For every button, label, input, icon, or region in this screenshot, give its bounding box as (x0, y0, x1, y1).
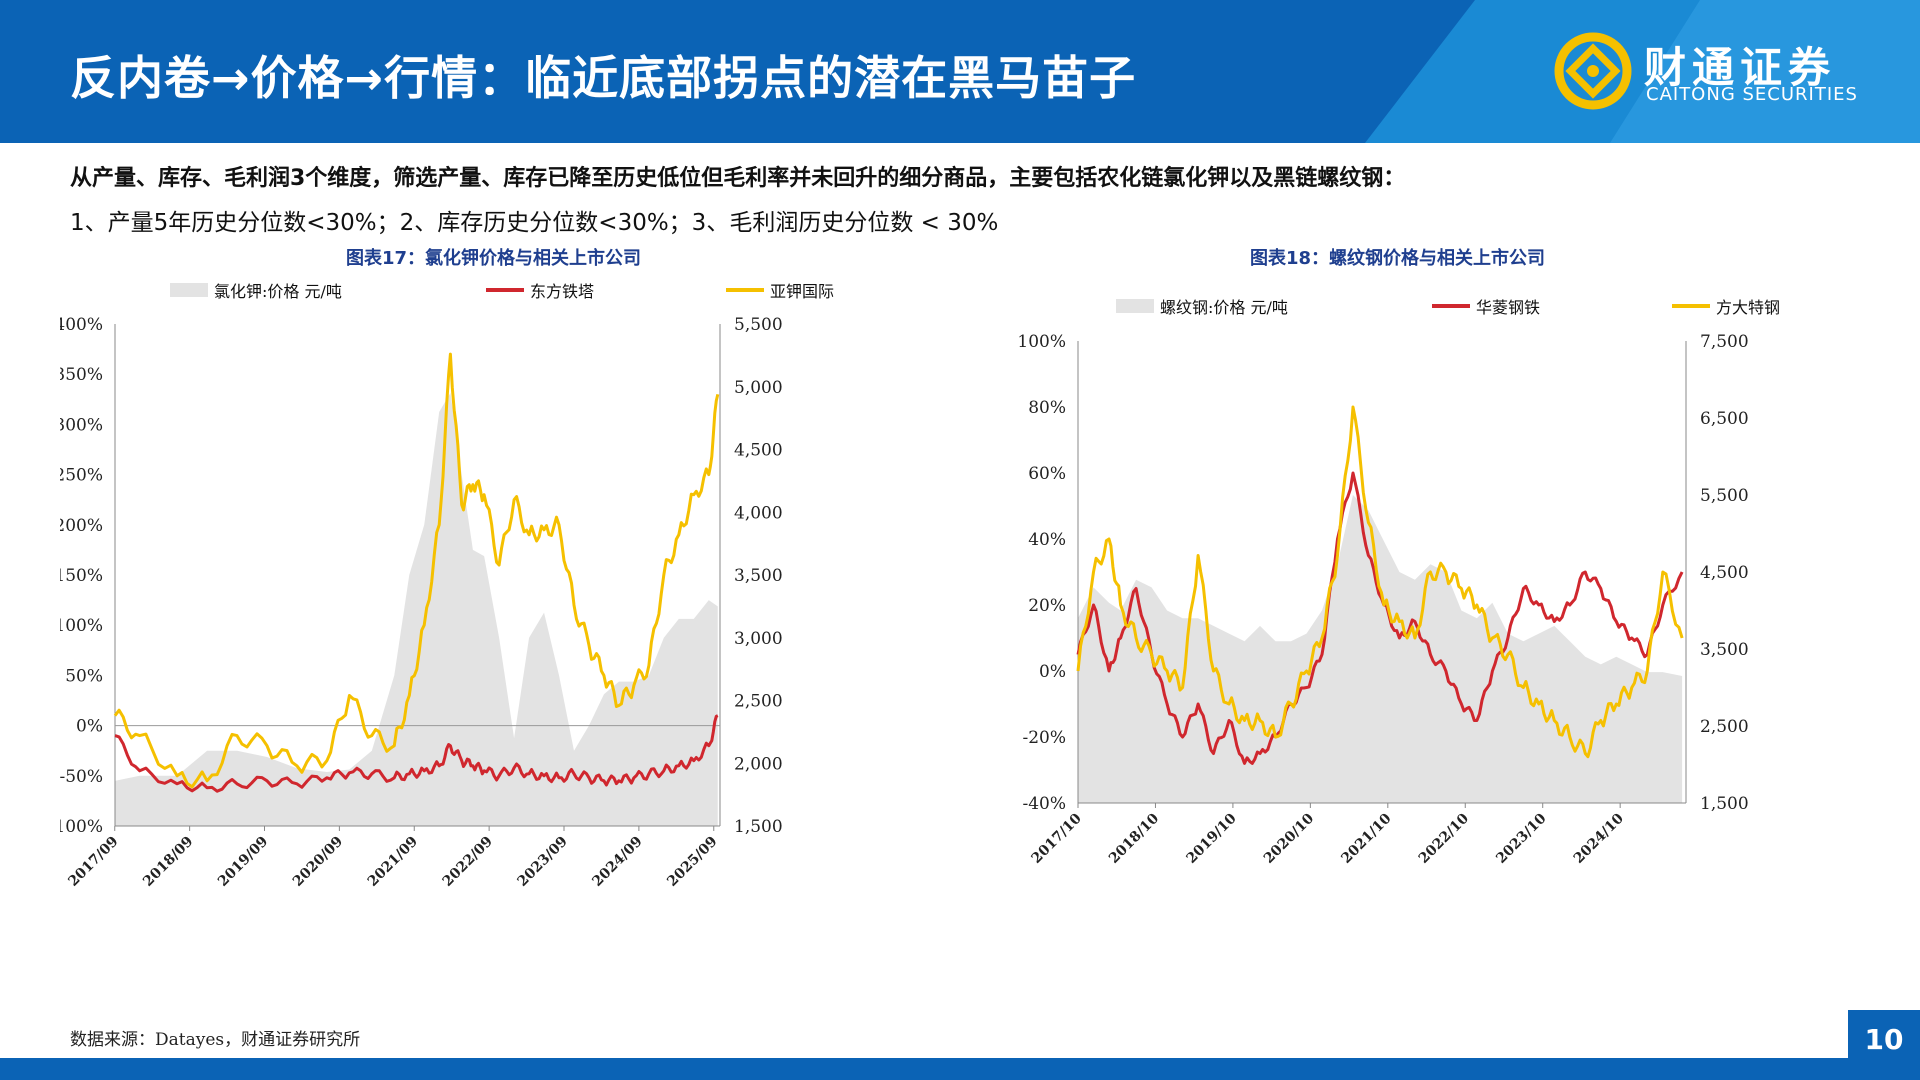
chart17-x-tick-label: 2021/09 (365, 834, 421, 890)
chart18-right-tick-label: 2,500 (1700, 717, 1749, 737)
chart17-x-tick-label: 2024/09 (589, 834, 645, 890)
chart17-left-tick-label: 400% (60, 315, 103, 335)
chart17-x-tick-label: 2020/09 (290, 834, 346, 890)
chart17-x-tick-label: 2025/09 (664, 834, 720, 890)
chart18-x-tick-label: 2020/10 (1261, 810, 1317, 866)
legend-gold-swatch (1672, 304, 1710, 308)
page-number: 10 (1848, 1010, 1920, 1058)
company-logo: 财通证券 CAITONG SECURITIES (1552, 28, 1892, 118)
chart17-x-tick-label: 2017/09 (65, 834, 121, 890)
chart18-gold-series-line (1076, 405, 1684, 759)
chart17-legend-label-1: 东方铁塔 (530, 282, 595, 301)
footer-bar (0, 1058, 1920, 1080)
chart18-left-tick-label: 20% (1028, 596, 1066, 616)
chart18-right-tick-label: 4,500 (1700, 563, 1749, 583)
chart17-x-tick-label: 2023/09 (515, 834, 571, 890)
chart17-right-tick-label: 3,500 (734, 566, 783, 586)
chart17-x-tick-label: 2019/09 (215, 834, 271, 890)
chart17-title: 图表17：氯化钾价格与相关上市公司 (346, 248, 642, 269)
chart18-x-tick-label: 2017/10 (1029, 810, 1085, 866)
chart18-x-tick-label: 2023/10 (1493, 810, 1549, 866)
chart17-right-tick-label: 2,500 (734, 692, 783, 712)
chart17-gold-series-line (113, 352, 720, 789)
chart18-x-tick-label: 2021/10 (1338, 810, 1394, 866)
legend-red-swatch (1432, 304, 1470, 308)
chart18-title: 图表18：螺纹钢价格与相关上市公司 (1250, 248, 1546, 269)
chart17-right-tick-label: 1,500 (734, 817, 783, 837)
chart17-legend-label-2: 亚钾国际 (770, 282, 835, 301)
chart17-right-tick-label: 3,000 (734, 629, 783, 649)
chart18-legend-red: 华菱钢铁 (1432, 294, 1540, 318)
chart18-legend-label-2: 方大特钢 (1716, 298, 1781, 317)
header-background-shape (1365, 0, 1920, 143)
chart18-left-tick-label: 60% (1028, 464, 1066, 484)
chart18-legend-label-0: 螺纹钢:价格 元/吨 (1160, 298, 1288, 317)
legend-area-swatch (1116, 299, 1154, 313)
page-title: 反内卷→价格→行情：临近底部拐点的潜在黑马苗子 (70, 51, 1137, 105)
logo-english-name: CAITONG SECURITIES (1646, 84, 1858, 105)
chart18-legend: 螺纹钢:价格 元/吨 华菱钢铁 方大特钢 (1116, 294, 1836, 318)
chart18-left-tick-label: -20% (1022, 728, 1066, 748)
logo-mark-icon (1554, 32, 1632, 110)
chart17-legend-gold: 亚钾国际 (726, 278, 834, 302)
chart18-legend-area: 螺纹钢:价格 元/吨 (1116, 294, 1288, 318)
chart17-legend-label-0: 氯化钾:价格 元/吨 (214, 282, 342, 301)
chart18-legend-gold: 方大特钢 (1672, 294, 1780, 318)
chart17-right-tick-label: 5,500 (734, 315, 783, 335)
chart18-left-tick-label: -40% (1022, 794, 1066, 814)
chart18-left-tick-label: 40% (1028, 530, 1066, 550)
chart17-left-tick-label: 0% (76, 717, 103, 737)
chart18-x-tick-label: 2018/10 (1106, 810, 1162, 866)
chart18-right-tick-label: 1,500 (1700, 794, 1749, 814)
chart17-left-tick-label: -50% (60, 767, 103, 787)
chart18-right-tick-label: 7,500 (1700, 332, 1749, 352)
logo-chinese-name: 财通证券 (1644, 43, 1837, 92)
chart18-x-tick-label: 2019/10 (1183, 810, 1239, 866)
chart17-right-tick-label: 4,000 (734, 503, 783, 523)
chart18-legend-label-1: 华菱钢铁 (1476, 298, 1541, 317)
chart17-legend-area: 氯化钾:价格 元/吨 (170, 278, 342, 302)
chart17-left-tick-label: 350% (60, 365, 103, 385)
intro-text-line-2: 1、产量5年历史分位数<30%；2、库存历史分位数<30%；3、毛利润历史分位数… (70, 210, 999, 236)
chart18-x-tick-label: 2022/10 (1416, 810, 1472, 866)
chart17-left-tick-label: 100% (60, 616, 103, 636)
chart17-left-tick-label: 50% (65, 666, 103, 686)
chart18-right-tick-label: 3,500 (1700, 640, 1749, 660)
chart17-right-tick-label: 5,000 (734, 378, 783, 398)
chart17-red-series-line (114, 714, 719, 793)
legend-red-swatch (486, 288, 524, 292)
chart17-left-tick-label: -100% (60, 817, 103, 837)
chart17-left-tick-label: 300% (60, 415, 103, 435)
chart18-right-tick-label: 6,500 (1700, 409, 1749, 429)
chart17-right-tick-label: 4,500 (734, 441, 783, 461)
chart17-plot: 400% 350% 300% 250% 200% 150% 100% 50% 0% -50% -10… (60, 315, 783, 890)
chart17-left-tick-label: 200% (60, 516, 103, 536)
chart18-x-tick-label: 2024/10 (1571, 810, 1627, 866)
legend-gold-swatch (726, 288, 764, 292)
chart17-area-series (115, 393, 718, 826)
chart17-x-tick-label: 2022/09 (440, 834, 496, 890)
chart17-left-tick-label: 150% (60, 566, 103, 586)
chart18-area-series (1078, 495, 1683, 803)
chart18-left-tick-label: 80% (1028, 398, 1066, 418)
chart17-legend-red: 东方铁塔 (486, 278, 594, 302)
chart18-red-series-line (1076, 471, 1684, 765)
chart17-right-tick-label: 2,000 (734, 754, 783, 774)
chart18-plot: 100% 80% 60% 40% 20% 0% -20% -40% 7,500 6,500 5,50… (1017, 332, 1749, 867)
chart18-left-tick-label: 0% (1039, 662, 1066, 682)
header-bar: 反内卷→价格→行情：临近底部拐点的潜在黑马苗子 财通证券 CAITONG SEC… (0, 0, 1920, 143)
chart17-legend: 氯化钾:价格 元/吨 东方铁塔 亚钾国际 (170, 278, 890, 302)
chart17-left-tick-label: 250% (60, 466, 103, 486)
intro-text-line-1: 从产量、库存、毛利润3个维度，筛选产量、库存已降至历史低位但毛利率并未回升的细分… (70, 166, 1406, 191)
chart18-right-tick-label: 5,500 (1700, 486, 1749, 506)
chart17-x-tick-label: 2018/09 (140, 834, 196, 890)
data-source-note: 数据来源：Datayes，财通证券研究所 (70, 1030, 361, 1050)
legend-area-swatch (170, 283, 208, 297)
chart18-left-tick-label: 100% (1017, 332, 1066, 352)
